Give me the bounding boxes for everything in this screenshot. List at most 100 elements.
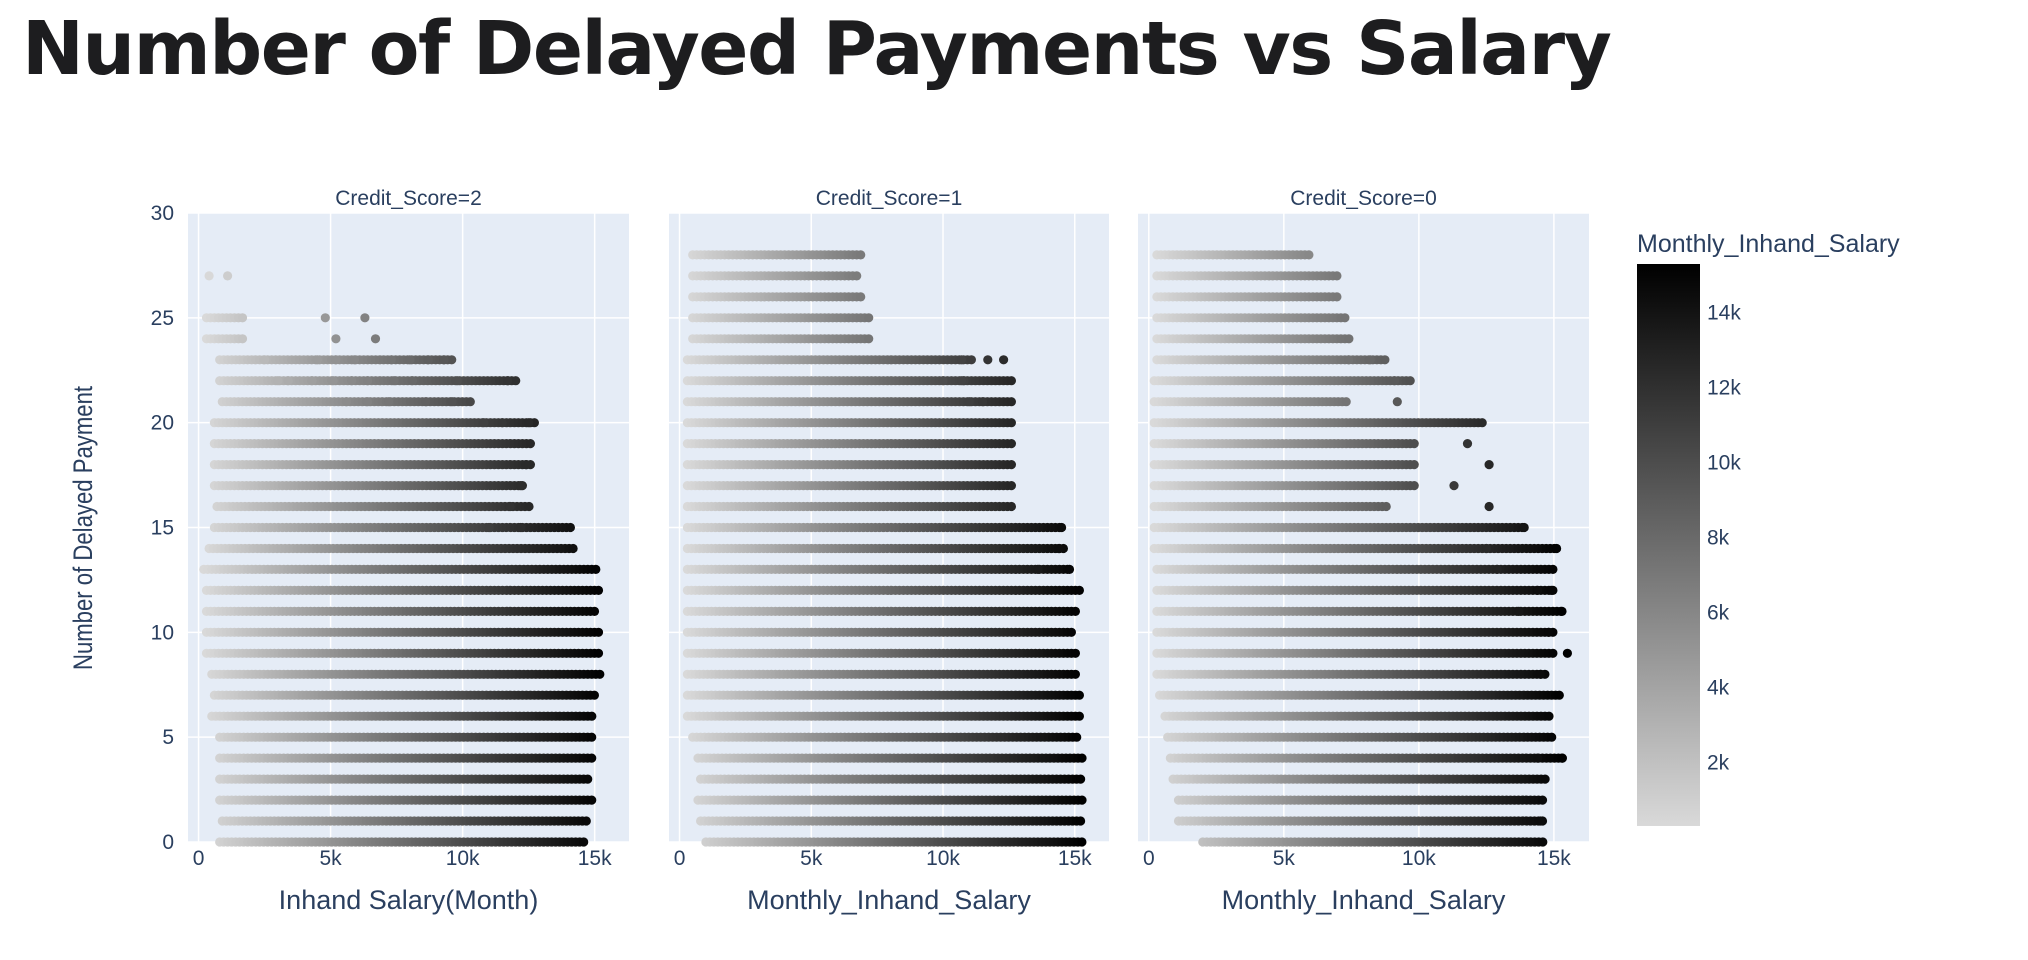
data-point — [568, 543, 578, 554]
data-point — [484, 522, 494, 533]
data-point — [273, 376, 283, 386]
data-point — [1070, 648, 1080, 658]
data-point — [423, 355, 433, 365]
x-tick-label: 10k — [446, 847, 480, 870]
data-point — [587, 711, 597, 721]
data-point — [1054, 543, 1064, 554]
data-point — [328, 376, 338, 386]
data-point — [524, 501, 534, 512]
data-point — [579, 837, 589, 847]
data-point — [1006, 460, 1017, 470]
data-point — [511, 376, 521, 386]
data-point — [589, 606, 600, 617]
facet-label: Credit_Score=2 — [335, 187, 482, 210]
data-point — [999, 355, 1009, 365]
data-point — [497, 418, 507, 428]
data-point — [593, 585, 604, 596]
facet-label: Credit_Score=1 — [816, 187, 963, 210]
data-point — [964, 397, 975, 407]
data-point — [1066, 627, 1076, 637]
data-point — [938, 376, 948, 386]
data-point — [587, 795, 597, 805]
data-point — [320, 313, 330, 323]
x-axis-label: Monthly_Inhand_Salary — [747, 885, 1031, 915]
data-point — [331, 355, 341, 365]
x-tick-label: 10k — [926, 847, 960, 870]
data-point — [1057, 522, 1067, 533]
data-point — [983, 355, 993, 365]
data-point — [1033, 564, 1043, 575]
data-point — [283, 376, 293, 386]
data-point — [593, 627, 604, 637]
data-point — [1070, 606, 1080, 617]
data-point — [587, 732, 597, 742]
data-point — [1076, 774, 1086, 784]
data-point — [260, 355, 270, 365]
data-point — [1006, 481, 1017, 491]
data-point — [223, 271, 233, 281]
data-point — [502, 376, 513, 386]
x-tick-label: 0 — [193, 847, 205, 870]
data-point — [591, 564, 601, 575]
data-point — [1064, 564, 1075, 575]
data-point — [405, 355, 415, 365]
data-point — [966, 355, 977, 365]
data-point — [516, 481, 526, 491]
data-point — [1077, 837, 1087, 847]
data-point — [864, 313, 874, 323]
data-point — [521, 460, 531, 470]
data-point — [447, 397, 457, 407]
data-point — [595, 669, 605, 679]
data-point — [1537, 795, 1548, 805]
data-point — [312, 355, 322, 365]
data-point — [386, 355, 396, 365]
scatter-points — [199, 271, 605, 847]
data-point — [852, 271, 862, 281]
data-point — [384, 397, 394, 407]
data-point — [524, 418, 534, 428]
data-point — [1074, 690, 1084, 700]
data-point — [581, 816, 591, 826]
x-tick-label: 15k — [578, 847, 612, 870]
data-point — [452, 376, 462, 386]
data-point — [1074, 711, 1084, 721]
data-point — [363, 376, 373, 386]
facet-panel: Credit_Score=00 5k 10k 15kMonthly_Inhand_Sa… — [1138, 187, 1589, 915]
x-tick-label: 5k — [800, 847, 823, 870]
data-point — [389, 376, 399, 386]
data-point — [237, 334, 248, 344]
data-point — [587, 753, 597, 763]
x-tick-label: 0 — [674, 847, 686, 870]
data-point — [525, 439, 536, 449]
data-point — [956, 376, 967, 386]
data-point — [307, 376, 317, 386]
data-point — [1006, 397, 1017, 407]
data-point — [1006, 418, 1017, 428]
data-point — [977, 397, 988, 407]
data-point — [331, 334, 341, 344]
data-point — [1006, 439, 1017, 449]
data-point — [1077, 753, 1087, 763]
data-point — [583, 774, 593, 784]
data-point — [505, 501, 515, 512]
data-point — [956, 355, 967, 365]
data-point — [479, 418, 489, 428]
data-point — [349, 355, 359, 365]
data-point — [1070, 669, 1080, 679]
data-point — [516, 522, 526, 533]
data-point — [589, 690, 600, 700]
data-point — [360, 313, 370, 323]
data-point — [363, 397, 373, 407]
x-tick-label: 15k — [1058, 847, 1092, 870]
data-point — [421, 397, 431, 407]
data-point — [465, 397, 475, 407]
facet-panel: Credit_Score=1 0 5k 10k 15k Monthly_Inhand_Sa… — [669, 187, 1109, 915]
data-point — [237, 313, 248, 323]
data-point — [1077, 795, 1087, 805]
data-point — [1538, 837, 1548, 847]
data-point — [439, 355, 449, 365]
data-point — [1074, 585, 1084, 596]
data-point — [856, 250, 866, 260]
